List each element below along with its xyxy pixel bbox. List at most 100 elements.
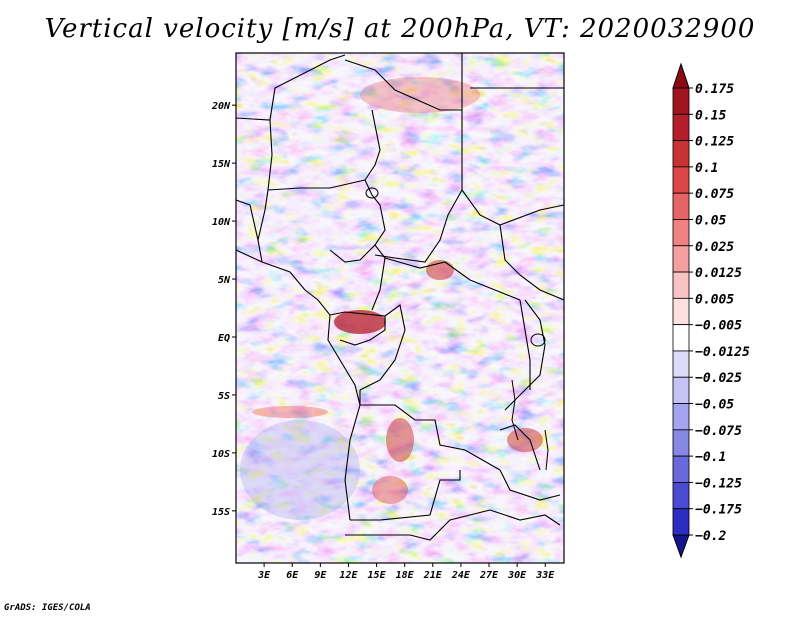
colorbar-label: −0.175 <box>695 503 742 518</box>
colorbar: 0.175 0.15 0.125 0.1 0.075 0.05 0.025 0.0125 0.0… <box>672 62 750 559</box>
colorbar-swatch <box>672 166 690 194</box>
border-car-drc <box>384 257 521 301</box>
colorbar-swatch <box>672 192 690 220</box>
colorbar-swatch <box>672 271 690 299</box>
lake-tanganyika <box>511 379 519 441</box>
colorbar-swatch <box>672 87 690 115</box>
border-uganda-tanzania <box>504 299 546 411</box>
coast-west-central <box>304 289 361 406</box>
lat-tick-label: 5N <box>218 275 231 286</box>
colorbar-swatch <box>672 245 690 273</box>
updraft-cluster-malawi <box>507 428 543 452</box>
colorbar-label: −0.0125 <box>695 345 750 360</box>
map-frame <box>235 52 565 564</box>
lon-tick-label: 21E <box>423 570 443 581</box>
border-zambia-moz <box>499 469 561 501</box>
border-togo <box>236 199 259 241</box>
colorbar-label: 0.025 <box>695 240 734 255</box>
lon-tick-label: 9E <box>314 570 327 581</box>
colorbar-swatch <box>672 324 690 352</box>
border-zimbabwe <box>489 509 561 526</box>
colorbar-swatch <box>672 482 690 510</box>
lon-tick-label: 15E <box>368 570 387 581</box>
colorbar-label: −0.05 <box>695 398 734 413</box>
colorbar-swatch <box>672 376 690 404</box>
lat-tick-label: 15N <box>212 159 231 170</box>
border-niger-nigeria <box>267 179 366 191</box>
lat-tick-label: 10S <box>212 449 230 460</box>
updraft-cluster-gabon <box>334 310 386 334</box>
colorbar-swatch <box>672 350 690 378</box>
border-cameroon <box>329 244 386 311</box>
lake-malawi <box>544 429 549 471</box>
velocity-field <box>236 53 564 563</box>
longitude-axis: 3E 6E 9E 12E 15E 18E 21E 24E 27E 30E 33E <box>257 563 555 581</box>
colorbar-swatch <box>672 403 690 431</box>
lat-tick-label: EQ <box>218 333 230 344</box>
lon-tick-label: 6E <box>286 570 299 581</box>
latitude-axis: 20N 15N 10N 5N EQ 5S 10S 15S <box>211 101 236 518</box>
colorbar-label: −0.005 <box>695 319 742 334</box>
colorbar-label: 0.125 <box>695 135 734 150</box>
updraft-cluster-angola <box>386 418 414 462</box>
colorbar-label: 0.075 <box>695 187 734 202</box>
colorbar-swatch <box>672 219 690 247</box>
colorbar-label: 0.005 <box>695 292 734 307</box>
colorbar-label: −0.025 <box>695 371 742 386</box>
colorbar-max-arrow <box>672 62 690 89</box>
lakes <box>365 187 549 471</box>
coast-gulf-guinea <box>236 249 306 291</box>
border-malawi <box>499 424 541 471</box>
lat-tick-label: 20N <box>211 101 231 112</box>
colorbar-label: 0.175 <box>695 82 734 97</box>
lake-victoria <box>530 333 546 347</box>
border-drc-angola <box>359 390 501 471</box>
border-mali-niger <box>267 119 273 191</box>
lon-tick-label: 12E <box>339 570 358 581</box>
lat-tick-label: 5S <box>218 391 230 402</box>
colorbar-label: 0.15 <box>695 108 726 123</box>
colorbar-label: −0.1 <box>695 450 726 465</box>
coast-angola <box>344 404 361 521</box>
lake-chad <box>365 187 379 199</box>
border-south-sudan <box>499 224 564 301</box>
colorbar-swatch <box>672 429 690 457</box>
lat-tick-label: 15S <box>212 507 230 518</box>
border-gabon-congo <box>329 311 386 346</box>
border-angola-zambia <box>350 470 461 521</box>
lat-tick-label: 10N <box>212 217 231 228</box>
lon-tick-label: 24E <box>451 570 471 581</box>
border-congo-drc <box>359 304 406 391</box>
border-niger-chad <box>364 109 386 246</box>
lon-tick-label: 3E <box>257 570 271 581</box>
colorbar-label: 0.05 <box>695 213 726 228</box>
colorbar-label: −0.125 <box>695 476 742 491</box>
border-algeria-mali <box>236 54 346 121</box>
colorbar-min-arrow <box>672 534 690 559</box>
chart-title: Vertical velocity [m/s] at 200hPa, VT: 2… <box>44 14 756 44</box>
colorbar-swatch <box>672 455 690 483</box>
colorbar-swatch <box>672 297 690 326</box>
colorbar-label: 0.1 <box>695 161 718 176</box>
border-namibia <box>345 509 491 541</box>
lon-tick-label: 30E <box>507 570 527 581</box>
field-texture <box>236 53 564 563</box>
colorbar-label: −0.075 <box>695 424 742 439</box>
colorbar-label: −0.2 <box>695 529 726 544</box>
border-benin-nigeria <box>257 189 269 263</box>
updraft-cluster-south <box>372 476 408 504</box>
lon-tick-label: 33E <box>535 570 555 581</box>
country-borders <box>236 53 564 541</box>
border-libya-niger <box>344 53 463 111</box>
colorbar-swatch <box>672 140 690 168</box>
lon-tick-label: 18E <box>396 570 415 581</box>
colorbar-swatch <box>672 113 690 141</box>
subsidence-atlantic <box>240 420 360 520</box>
border-drc-east <box>519 299 531 390</box>
lon-tick-label: 27E <box>479 570 499 581</box>
colorbar-swatch <box>672 508 690 536</box>
updraft-band-atlantic <box>252 406 328 418</box>
updraft-band-north <box>360 77 480 113</box>
credit-label: GrADS: IGES/COLA <box>4 603 91 613</box>
